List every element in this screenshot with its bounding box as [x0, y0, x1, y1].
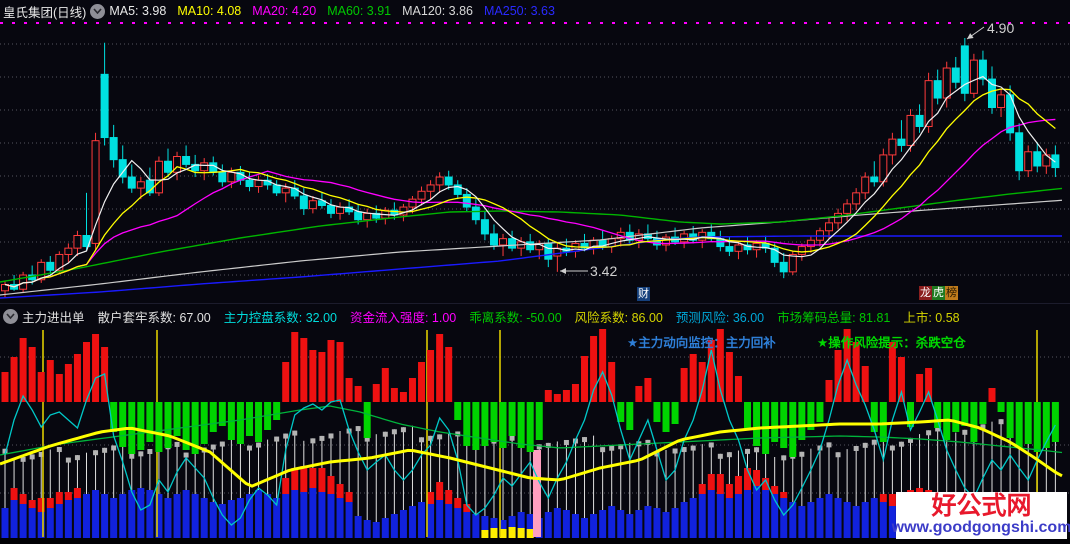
- chart-annotation: ★主力动向监控：主力回补: [627, 336, 776, 350]
- indicator-fields: 散户套牢系数: 67.00 主力控盘系数: 32.00 资金流入强度: 1.00 乖离…: [98, 307, 973, 326]
- indicator-field: 风险系数: 86.00: [574, 310, 663, 325]
- slow-line-yellow: [0, 418, 1063, 488]
- ma-legend-item: MA120: 3.86: [402, 4, 474, 18]
- ma-legend-item: MA60: 3.91: [327, 4, 392, 18]
- event-badge[interactable]: 虎: [932, 286, 945, 300]
- price-label: 3.42: [590, 263, 617, 279]
- oscillator-line-cyan: [4, 349, 1056, 526]
- price-label: 4.90: [987, 20, 1014, 36]
- ma10-line: [4, 88, 1056, 288]
- candles: [1, 38, 1060, 298]
- indicator-name: 主力进出单: [22, 310, 85, 325]
- price-labels: 4.90 3.42: [560, 20, 1014, 279]
- ma-legend-item: MA250: 3.63: [484, 4, 555, 18]
- watermark-site-name: 好公式网: [931, 492, 1032, 520]
- indicator-field: 散户套牢系数: 67.00: [97, 310, 211, 325]
- event-badge[interactable]: 榜: [945, 286, 958, 300]
- ma-legend-item: MA10: 4.08: [177, 4, 242, 18]
- stock-title: 皇氏集团(日线): [3, 5, 87, 20]
- chevron-down-icon[interactable]: [90, 3, 106, 19]
- watermark: 好公式网 www.goodgongshi.com: [892, 492, 1070, 539]
- ma60-line: [0, 187, 1063, 283]
- indicator-field: 预测风险: 36.00: [675, 310, 765, 325]
- ma-legend-item: MA5: 3.98: [109, 4, 167, 18]
- event-badge[interactable]: 龙: [919, 286, 932, 300]
- ma-legend: MA5: 3.98 MA10: 4.08 MA20: 4.20 MA60: 3.91 M…: [109, 4, 566, 18]
- indicator-field: 乖离系数: -50.00: [469, 310, 562, 325]
- event-badge[interactable]: 财: [637, 287, 650, 301]
- ma250-line: [0, 235, 1062, 299]
- bottom-strip: [0, 538, 1070, 544]
- ma5-line: [4, 75, 1056, 288]
- indicator-field: 上市: 0.58: [903, 310, 960, 325]
- ma20-line: [4, 118, 1056, 288]
- topbar: 皇氏集团(日线) MA5: 3.98 MA10: 4.08 MA20: 4.20 MA…: [0, 0, 1070, 22]
- trend-line-green: [0, 405, 1063, 456]
- indicator-header: 主力进出单 散户套牢系数: 67.00 主力控盘系数: 32.00 资金流入强度: …: [0, 303, 1070, 328]
- watermark-url: www.goodgongshi.com: [891, 519, 1070, 536]
- indicator-field: 主力控盘系数: 32.00: [223, 310, 337, 325]
- indicator-field: 资金流入强度: 1.00: [349, 310, 457, 325]
- ma-legend-item: MA20: 4.20: [252, 4, 317, 18]
- chart-annotation: ★操作风险提示：杀跌空仓: [817, 336, 966, 350]
- indicator-field: 市场筹码总量: 81.81: [777, 310, 891, 325]
- chevron-down-icon[interactable]: [3, 308, 18, 324]
